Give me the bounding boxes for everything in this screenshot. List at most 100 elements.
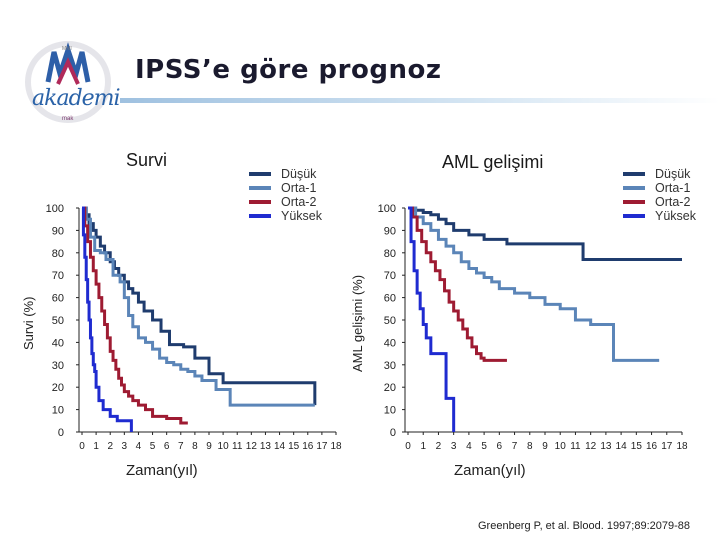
chart-1-title: Survi [126,150,168,170]
chart-2-series-yuksek [408,206,456,432]
chart-2-ytick-label: 70 [384,270,396,282]
chart-2-ytick-label: 50 [384,315,396,327]
chart-2-ytick-label: 80 [384,248,396,260]
legend-label: Orta-1 [281,181,317,195]
legend-label: Orta-2 [281,195,317,209]
chart-2-xtick-label: 10 [555,441,567,452]
chart-2-xtick-label: 1 [420,441,426,452]
chart-1-xtick-label: 15 [288,441,300,452]
legend-swatch-orta1 [623,186,645,190]
chart-1-xtick-label: 13 [260,441,272,452]
chart-2-xtick-label: 5 [481,441,487,452]
chart-2-series-orta2 [408,206,507,362]
legend-label: Yüksek [655,209,696,223]
chart-2-ytick-label: 40 [384,337,396,349]
chart-1-ytick-label: 30 [52,360,64,372]
chart-2-xtick-label: 3 [451,441,457,452]
chart-2-series-dusuk [408,206,682,262]
logo-top-text: MMI [62,46,72,52]
chart-1-xtick-label: 7 [178,441,184,452]
chart-1-xtick-label: 4 [136,441,142,452]
chart-2-xtick-label: 8 [527,441,533,452]
chart-2-xlabel: Zaman(yıl) [454,462,526,479]
chart-1-ytick-label: 20 [52,382,64,394]
chart-1-xtick-label: 12 [246,441,258,452]
legend-label: Yüksek [281,209,322,223]
legend-label: Orta-2 [655,195,691,209]
chart-2-ytick-label: 20 [384,382,396,394]
legend-swatch-orta2 [623,200,645,204]
legend-item-yuksek: Yüksek [249,209,322,223]
chart-2-xtick-label: 11 [570,441,581,452]
chart-2-xtick-label: 15 [631,441,643,452]
chart-2-xtick-label: 18 [676,441,688,452]
citation: Greenberg P, et al. Blood. 1997;89:2079-… [478,520,691,532]
legend-swatch-dusuk [623,172,645,176]
chart-1-xtick-label: 8 [192,441,198,452]
chart-1-series-dusuk [82,206,317,406]
chart-2-ytick-label: 60 [384,293,396,305]
chart-2-xtick-label: 2 [436,441,442,452]
title-underline [120,98,720,103]
chart-2-xtick-label: 6 [497,441,503,452]
header-background [0,0,720,140]
chart-1-ytick-label: 50 [52,315,64,327]
chart-2-ytick-label: 0 [390,427,396,439]
chart-1-xtick-label: 5 [150,441,156,452]
legend-item-dusuk: Düşük [623,167,696,181]
chart-2-ytick-label: 100 [378,203,396,215]
chart-1-xtick-label: 2 [107,441,113,452]
chart-1-ytick-label: 80 [52,248,64,260]
chart-1-xtick-label: 1 [93,441,99,452]
chart-1-series-yuksek [81,206,133,432]
chart-2-xtick-label: 13 [600,441,612,452]
chart-1-xtick-label: 11 [232,441,243,452]
chart-1-xtick-label: 17 [316,441,328,452]
legend-item-orta2: Orta-2 [623,195,696,209]
legend-item-orta2: Orta-2 [249,195,322,209]
chart-1-ytick-label: 70 [52,270,64,282]
legend-swatch-yuksek [623,214,645,218]
chart-1-xlabel: Zaman(yıl) [126,462,198,479]
legend-swatch-orta1 [249,186,271,190]
chart-2-xtick-label: 16 [646,441,658,452]
legend-item-yuksek: Yüksek [623,209,696,223]
chart-2-series-orta1 [408,206,660,362]
legend-item-orta1: Orta-1 [623,181,696,195]
chart-1-ytick-label: 0 [58,427,64,439]
chart-2-xtick-label: 7 [512,441,518,452]
chart-1-xtick-label: 18 [330,441,342,452]
chart-1-xtick-label: 10 [218,441,230,452]
chart-1-xtick-label: 9 [206,441,212,452]
chart-2-title: AML gelişimi [442,152,544,172]
chart-2-xtick-label: 12 [585,441,597,452]
logo-sub-text: mak [62,116,74,122]
legend-label: Düşük [655,167,691,181]
chart-1-xtick-label: 6 [164,441,170,452]
chart-1-series-orta2 [82,206,188,425]
chart-2-xtick-label: 17 [661,441,673,452]
legend-swatch-dusuk [249,172,271,176]
chart-1-ytick-label: 10 [52,405,64,417]
legend-swatch-orta2 [249,200,271,204]
chart-2-xtick-label: 4 [466,441,472,452]
legend-label: Düşük [281,167,317,181]
chart-2-xtick-label: 14 [616,441,628,452]
chart-1-ytick-label: 60 [52,293,64,305]
legend-item-dusuk: Düşük [249,167,322,181]
chart-2-xtick-label: 0 [405,441,411,452]
chart-2-legend: Düşük Orta-1 Orta-2 Yüksek [623,167,696,223]
chart-1-xtick-label: 0 [79,441,85,452]
page-title: IPSS’e göre prognoz [135,55,442,85]
chart-2-xtick-label: 9 [542,441,548,452]
chart-1-ytick-label: 100 [46,203,64,215]
chart-2-ytick-label: 30 [384,360,396,372]
chart-1-series-orta1 [82,206,315,407]
chart-1-xtick-label: 14 [274,441,286,452]
chart-1-ytick-label: 40 [52,337,64,349]
logo-wordmark: akademi [32,86,121,111]
chart-1-ytick-label: 90 [52,225,64,237]
chart-1-xtick-label: 16 [302,441,314,452]
legend-label: Orta-1 [655,181,691,195]
